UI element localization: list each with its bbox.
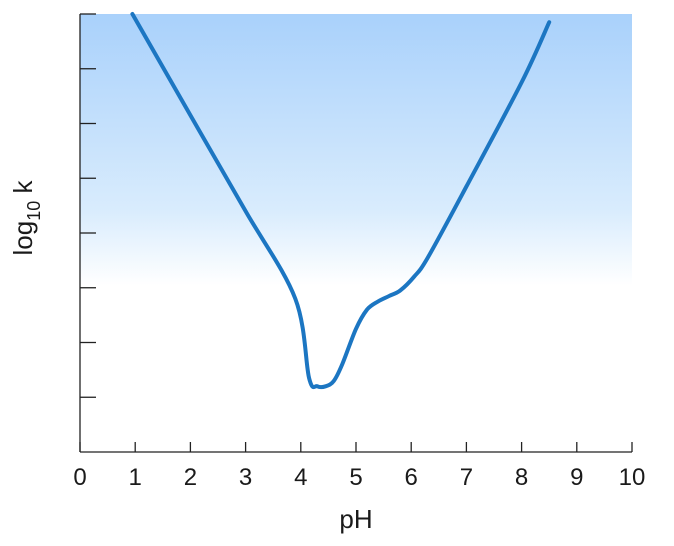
plot-area (80, 14, 632, 452)
x-tick-label: 10 (619, 464, 646, 491)
x-tick-label: 1 (129, 464, 142, 491)
x-tick-label: 5 (349, 464, 362, 491)
x-tick-label: 4 (294, 464, 307, 491)
x-tick-label: 6 (405, 464, 418, 491)
x-tick-label: 8 (515, 464, 528, 491)
y-axis-title-rest: k (8, 180, 38, 201)
x-tick-label: 3 (239, 464, 252, 491)
y-axis-title-base: log (8, 221, 38, 256)
series-line-0 (130, 12, 552, 390)
x-tick-label: 0 (73, 464, 86, 491)
axes (79, 13, 633, 453)
marks (130, 12, 552, 390)
y-axis-title-sub: 10 (24, 201, 44, 221)
labels: 0 1 2 3 4 5 6 7 8 9 10 (73, 464, 645, 491)
x-tick-label: 7 (460, 464, 473, 491)
x-tick-label: 2 (184, 464, 197, 491)
x-axis-title: pH (339, 504, 372, 534)
y-axis-title: log10 k (8, 180, 44, 256)
x-tick-label: 9 (570, 464, 583, 491)
